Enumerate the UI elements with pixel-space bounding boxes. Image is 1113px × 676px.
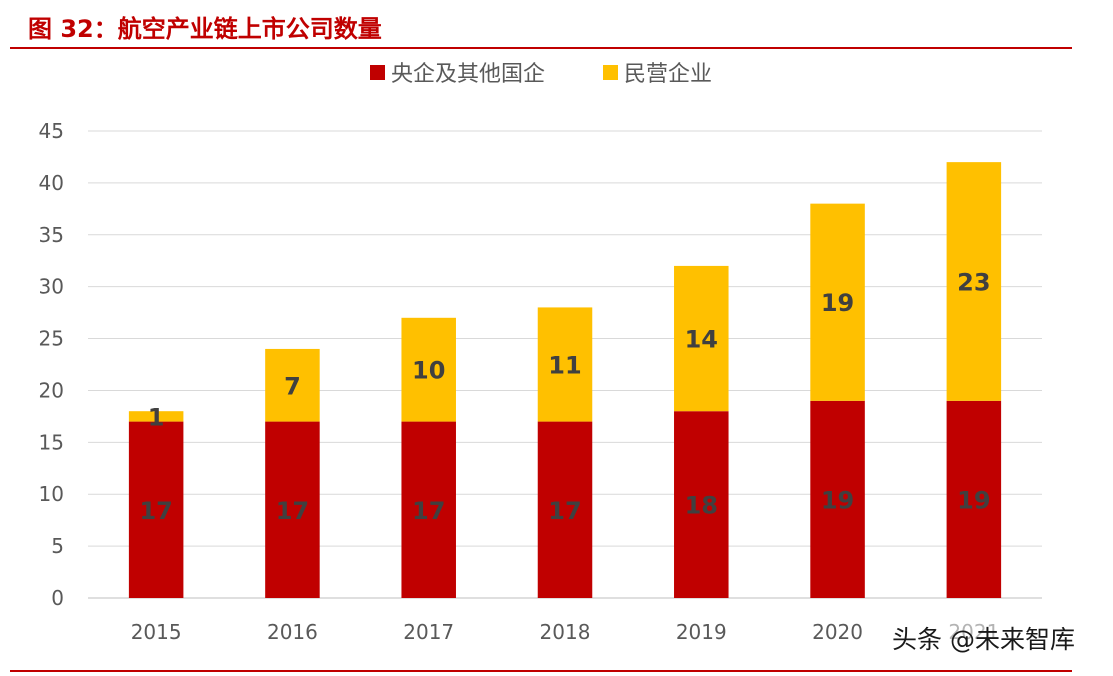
y-tick-label: 0 bbox=[51, 586, 64, 610]
y-tick-label: 15 bbox=[39, 430, 64, 454]
y-tick-label: 10 bbox=[39, 482, 64, 506]
y-tick-label: 45 bbox=[39, 119, 64, 143]
y-tick-label: 5 bbox=[51, 534, 64, 558]
bar-private bbox=[401, 317, 456, 422]
data-label: 18 bbox=[685, 492, 718, 520]
y-tick-label: 20 bbox=[39, 378, 64, 402]
watermark: 头条 @未来智库 bbox=[888, 620, 1079, 656]
x-axis: 2015201620172018201920202021 bbox=[131, 620, 1000, 644]
x-tick-label: 2015 bbox=[131, 620, 182, 644]
data-label: 19 bbox=[957, 486, 990, 514]
bar-private bbox=[674, 265, 729, 412]
bar-private bbox=[537, 307, 593, 422]
bar-soe bbox=[946, 400, 1002, 598]
figure-title: 图 32：航空产业链上市公司数量 bbox=[28, 15, 382, 43]
gridlines bbox=[88, 130, 1042, 599]
data-label: 17 bbox=[139, 497, 172, 525]
y-tick-label: 35 bbox=[39, 223, 64, 247]
legend-swatch bbox=[603, 65, 618, 80]
x-tick-label: 2016 bbox=[267, 620, 318, 644]
data-label: 17 bbox=[412, 497, 445, 525]
data-label: 14 bbox=[685, 326, 718, 354]
y-tick-label: 40 bbox=[39, 171, 64, 195]
legend-label: 民营企业 bbox=[624, 62, 712, 87]
y-tick-label: 30 bbox=[39, 275, 64, 299]
y-axis: 0 5 10 15 20 25 30 35 40 45 bbox=[39, 119, 64, 610]
bar-private bbox=[265, 348, 320, 422]
bars bbox=[128, 162, 1002, 598]
bottom-rule bbox=[10, 670, 1072, 672]
bar-soe bbox=[537, 421, 593, 598]
data-label: 7 bbox=[284, 372, 301, 400]
data-label: 11 bbox=[548, 352, 581, 380]
bar-labels: 17 1 17 7 17 10 17 11 18 14 19 19 19 23 bbox=[139, 268, 990, 524]
legend: 央企及其他国企 民营企业 bbox=[370, 62, 712, 87]
x-tick-label: 2020 bbox=[812, 620, 863, 644]
bar-soe bbox=[128, 421, 184, 598]
bar-soe bbox=[401, 421, 456, 598]
bar-private bbox=[128, 411, 184, 422]
x-tick-label: 2017 bbox=[403, 620, 454, 644]
data-label: 23 bbox=[957, 268, 990, 296]
data-label: 17 bbox=[276, 497, 309, 525]
x-tick-label: 2018 bbox=[540, 620, 591, 644]
bar-private bbox=[946, 162, 1002, 401]
data-label: 17 bbox=[548, 497, 581, 525]
legend-label: 央企及其他国企 bbox=[391, 62, 545, 87]
x-tick-label: 2019 bbox=[676, 620, 727, 644]
bar-soe bbox=[810, 400, 865, 598]
legend-swatch bbox=[370, 65, 385, 80]
bar-soe bbox=[265, 421, 320, 598]
data-label: 1 bbox=[148, 403, 165, 431]
bar-private bbox=[810, 203, 865, 401]
data-label: 10 bbox=[412, 357, 445, 385]
data-label: 19 bbox=[821, 486, 854, 514]
title-rule bbox=[10, 47, 1072, 49]
data-label: 19 bbox=[821, 289, 854, 317]
bar-soe bbox=[674, 411, 729, 598]
y-tick-label: 25 bbox=[39, 327, 64, 351]
